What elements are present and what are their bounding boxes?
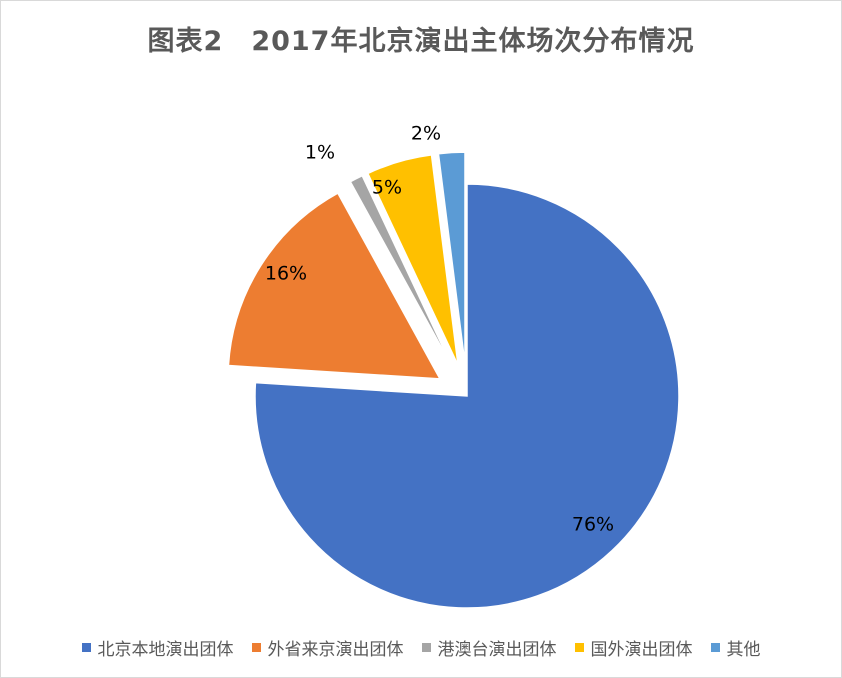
pie-slice-3 [349, 174, 454, 368]
legend-swatch-5 [710, 643, 720, 652]
legend-label-2: 外省来京演出团体 [267, 640, 404, 660]
legend-item-4: 国外演出团体 [574, 635, 693, 660]
data-label-4: 5% [372, 177, 402, 199]
data-label-5: 2% [411, 123, 441, 145]
legend-item-1: 北京本地演出团体 [81, 635, 234, 660]
legend-label-1: 北京本地演出团体 [97, 640, 234, 660]
pie-slice-4 [366, 154, 459, 366]
chart-legend: 北京本地演出团体 外省来京演出团体 港澳台演出团体 国外演出团体 其他 [1, 635, 841, 660]
legend-item-5: 其他 [710, 635, 761, 660]
chart-title: 图表2 2017年北京演出主体场次分布情况 [147, 26, 695, 57]
legend-swatch-1 [81, 643, 91, 652]
data-label-2: 16% [265, 263, 307, 285]
data-label-3: 1% [305, 142, 335, 164]
pie-slice-5 [437, 151, 466, 365]
legend-swatch-4 [574, 643, 584, 652]
pie-slice-1 [254, 183, 680, 609]
legend-label-3: 港澳台演出团体 [437, 640, 557, 660]
legend-item-2: 外省来京演出团体 [251, 635, 404, 660]
legend-label-4: 国外演出团体 [590, 640, 693, 660]
data-label-1: 76% [572, 514, 614, 536]
legend-label-5: 其他 [726, 640, 761, 660]
legend-swatch-2 [251, 643, 261, 652]
legend-item-3: 港澳台演出团体 [421, 635, 557, 660]
pie-slice-2 [227, 192, 442, 380]
legend-swatch-3 [421, 643, 431, 652]
